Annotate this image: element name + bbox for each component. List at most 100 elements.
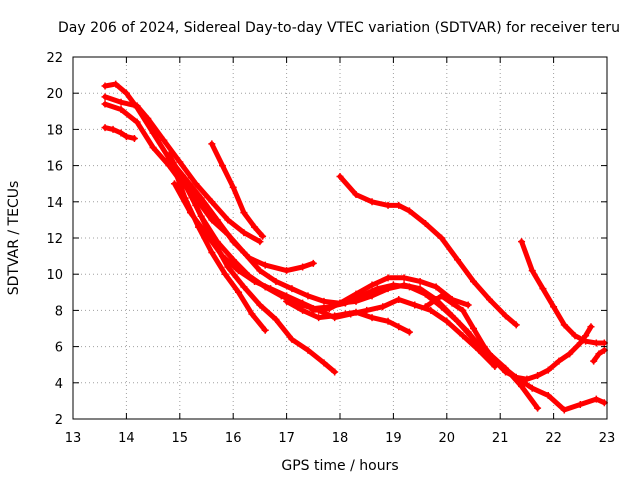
- data-point: [122, 133, 130, 141]
- data-point: [405, 283, 413, 291]
- data-point: [555, 357, 563, 365]
- data-point: [470, 325, 477, 332]
- data-point: [336, 172, 344, 180]
- data-point: [432, 283, 440, 291]
- data-point: [101, 100, 109, 108]
- data-point: [453, 256, 461, 264]
- data-point: [379, 303, 387, 311]
- data-point: [320, 359, 328, 367]
- data-point: [240, 248, 248, 256]
- data-point: [518, 382, 526, 390]
- data-point: [592, 339, 600, 347]
- data-point: [421, 303, 429, 311]
- data-point: [464, 301, 472, 309]
- data-point: [331, 368, 339, 376]
- data-point: [368, 281, 376, 289]
- chart-title: Day 206 of 2024, Sidereal Day-to-day VTE…: [58, 20, 620, 36]
- data-point: [405, 207, 413, 215]
- data-point: [283, 297, 291, 305]
- data-point: [130, 134, 138, 142]
- data-point: [475, 346, 483, 354]
- data-point: [336, 299, 344, 307]
- data-point: [109, 125, 117, 133]
- data-point: [251, 223, 259, 231]
- data-point: [288, 285, 296, 293]
- y-tick-label: 2: [55, 413, 63, 428]
- data-point: [523, 375, 531, 383]
- data-point: [176, 171, 184, 179]
- data-point: [133, 118, 141, 126]
- data-point: [595, 350, 603, 358]
- x-tick-label: 16: [225, 431, 242, 446]
- data-point: [368, 314, 376, 322]
- data-point: [437, 234, 445, 242]
- data-point: [229, 183, 237, 191]
- data-point: [235, 288, 243, 296]
- data-point: [219, 162, 227, 170]
- data-point: [566, 350, 574, 358]
- data-point: [544, 391, 552, 399]
- x-tick-label: 19: [385, 431, 402, 446]
- data-point: [331, 312, 339, 320]
- series-line: [166, 152, 541, 411]
- data-point: [208, 198, 216, 206]
- data-point: [208, 216, 216, 224]
- series-track-12: [336, 172, 520, 329]
- data-point: [470, 277, 477, 285]
- data-point: [373, 285, 381, 293]
- data-point: [587, 323, 595, 331]
- data-point: [421, 290, 429, 298]
- data-point: [256, 267, 264, 275]
- data-point: [221, 270, 229, 278]
- data-point: [459, 332, 467, 340]
- data-point: [176, 158, 184, 166]
- series-track-1: [101, 124, 138, 142]
- series-track-4: [101, 100, 608, 414]
- data-point: [470, 335, 477, 343]
- y-tick-label: 14: [46, 196, 63, 211]
- data-point: [256, 301, 264, 309]
- data-point: [550, 303, 558, 311]
- data-point: [168, 158, 176, 166]
- series-line: [102, 94, 263, 245]
- data-point: [576, 401, 584, 409]
- data-point: [502, 312, 510, 320]
- data-point: [341, 310, 349, 318]
- data-point: [544, 366, 552, 374]
- x-tick-label: 18: [332, 431, 349, 446]
- data-point: [288, 335, 296, 343]
- data-point: [133, 102, 141, 110]
- series-track-15: [590, 346, 608, 365]
- x-tick-label: 17: [278, 431, 295, 446]
- data-point: [453, 317, 461, 325]
- data-point: [272, 277, 280, 285]
- data-point: [325, 305, 333, 313]
- series-track-14: [518, 238, 608, 347]
- grid-layer: [73, 57, 607, 419]
- data-point: [309, 259, 317, 267]
- series-track-9: [208, 140, 267, 240]
- data-point: [309, 306, 317, 314]
- data-point: [283, 267, 291, 275]
- series-line: [209, 141, 266, 239]
- data-point: [416, 277, 424, 285]
- data-point: [528, 267, 536, 275]
- data-point: [192, 201, 200, 209]
- data-point: [117, 105, 125, 113]
- data-point: [512, 321, 520, 329]
- data-point: [299, 306, 307, 314]
- x-tick-label: 15: [172, 431, 189, 446]
- data-point: [240, 283, 248, 291]
- series-layer: [101, 80, 608, 414]
- data-point: [144, 115, 152, 123]
- data-point: [251, 277, 259, 285]
- data-point: [165, 151, 173, 159]
- series-track-13: [421, 292, 595, 383]
- data-point: [534, 404, 542, 412]
- series-line: [284, 298, 412, 335]
- data-point: [539, 285, 547, 293]
- data-point: [368, 198, 376, 206]
- y-tick-label: 20: [46, 87, 63, 102]
- data-point: [194, 223, 202, 231]
- y-tick-label: 8: [55, 304, 63, 319]
